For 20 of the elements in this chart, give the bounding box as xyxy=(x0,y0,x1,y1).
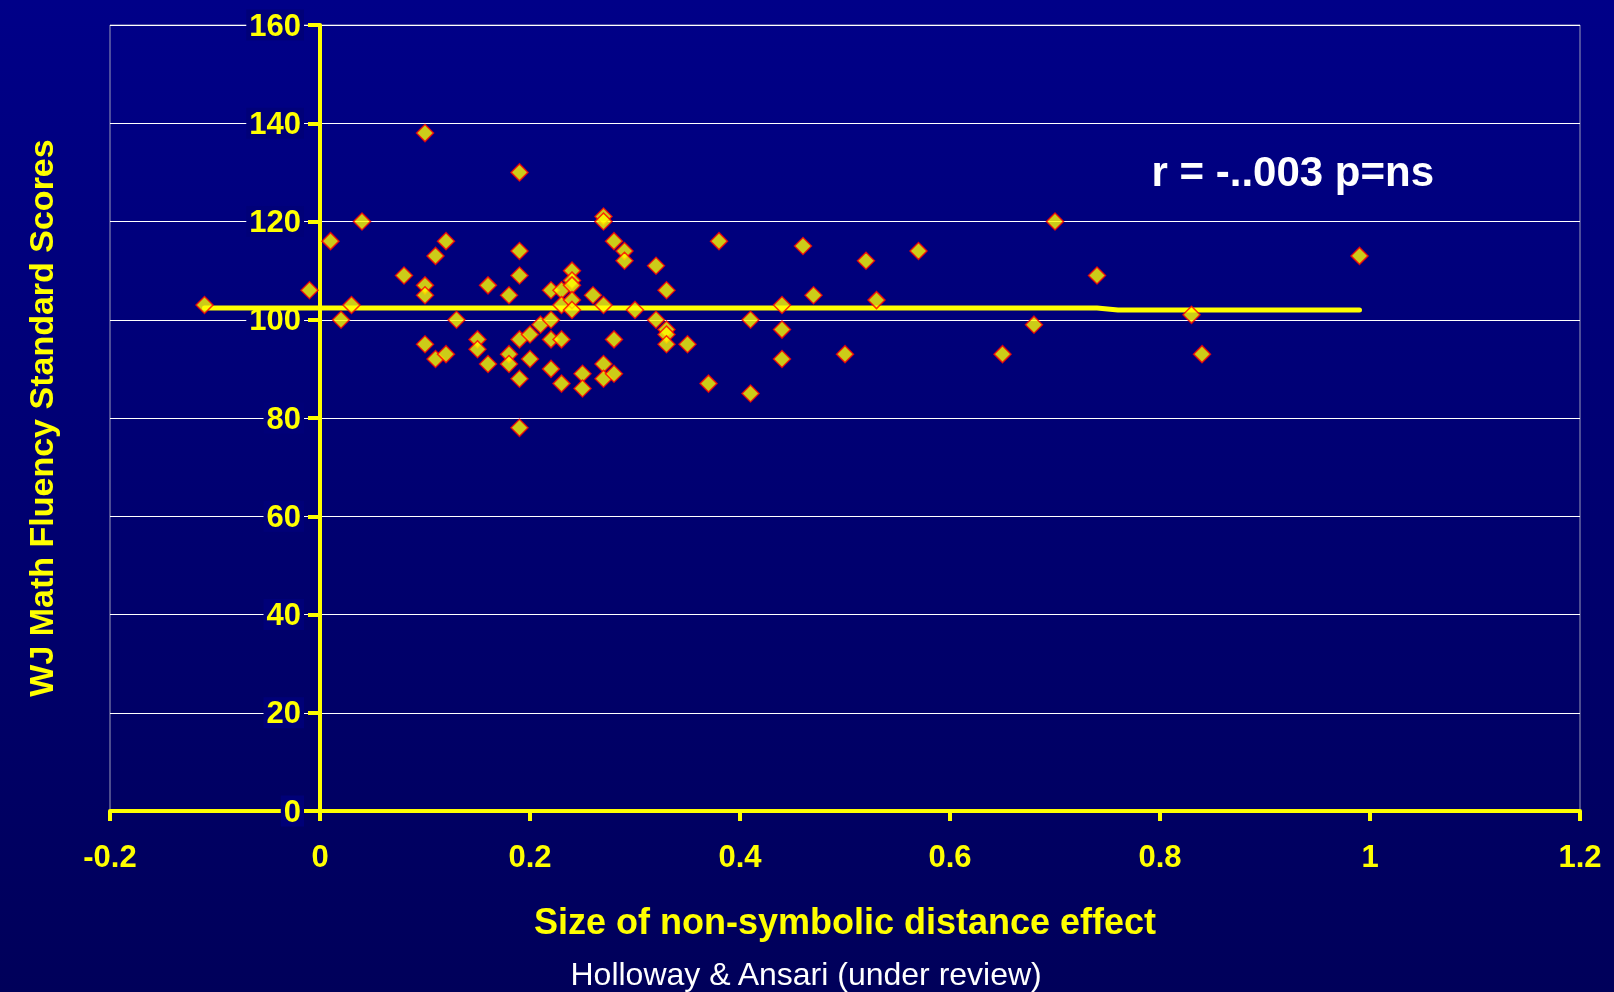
x-tick-label: 0.4 xyxy=(718,839,763,874)
y-tick-label: 40 xyxy=(266,597,301,632)
y-tick-label: 0 xyxy=(283,793,301,829)
x-tick-label: 0 xyxy=(311,839,329,874)
y-axis-title: WJ Math Fluency Standard Scores xyxy=(22,139,60,697)
x-tick-label: 1 xyxy=(1361,839,1379,874)
y-tick-label: 80 xyxy=(266,400,301,436)
y-tick-label: 120 xyxy=(249,204,301,239)
x-tick-label: -0.2 xyxy=(83,839,137,874)
text: Holloway & Ansari (under review) xyxy=(570,956,1042,992)
y-tick-label: 60 xyxy=(266,498,301,534)
y-tick-label: 20 xyxy=(266,695,301,731)
annotation: r = -..003 p=ns xyxy=(1151,147,1435,195)
y-tick-label: 140 xyxy=(249,105,301,141)
x-tick-label: 0.8 xyxy=(1138,839,1182,874)
x-tick-label: 0.2 xyxy=(508,839,552,874)
x-axis-title: Size of non-symbolic distance effect xyxy=(533,900,1157,942)
x-tick-label: 1.2 xyxy=(1558,839,1602,874)
y-tick-label: 160 xyxy=(249,7,301,43)
x-tick-label: 0.6 xyxy=(928,839,972,874)
